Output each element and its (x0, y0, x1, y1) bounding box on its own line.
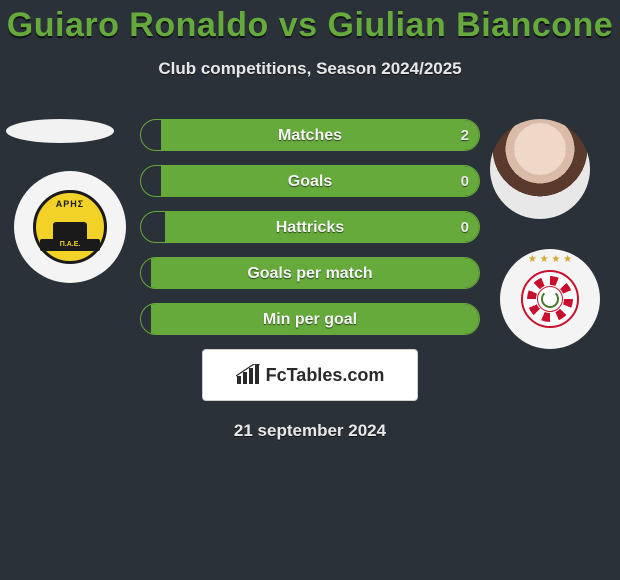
stat-row: Min per goal (140, 303, 480, 335)
club-right-wreath-icon (541, 290, 559, 308)
stat-row: Goals 0 (140, 165, 480, 197)
stat-label: Goals per match (141, 258, 479, 289)
stat-label: Hattricks (141, 212, 479, 243)
brand-text: FcTables.com (266, 365, 385, 386)
page-subtitle: Club competitions, Season 2024/2025 (0, 59, 620, 79)
stat-label: Matches (141, 120, 479, 151)
stat-row: Matches 2 (140, 119, 480, 151)
comparison-area: ΑΡΗΣ Π.Α.Ε. ★ ★ ★ ★ Matches 2 Goals (0, 119, 620, 441)
footer-date: 21 september 2024 (0, 421, 620, 441)
page-title: Guiaro Ronaldo vs Giulian Biancone (0, 0, 620, 45)
club-right-stars-icon: ★ ★ ★ ★ (528, 254, 572, 265)
club-right-shield-icon (521, 270, 579, 328)
player-right-club-badge: ★ ★ ★ ★ (500, 249, 600, 349)
stat-value-right: 2 (461, 120, 469, 151)
stat-value-right: 0 (461, 166, 469, 197)
stat-row: Goals per match (140, 257, 480, 289)
stat-row: Hattricks 0 (140, 211, 480, 243)
club-left-band-text: Π.Α.Ε. (40, 239, 100, 251)
bar-chart-icon (236, 364, 260, 386)
brand-box: FcTables.com (202, 349, 418, 401)
player-left-avatar-placeholder (6, 119, 114, 143)
player-left-club-badge: ΑΡΗΣ Π.Α.Ε. (14, 171, 126, 283)
stat-label: Min per goal (141, 304, 479, 335)
stats-bars: Matches 2 Goals 0 Hattricks 0 Goals per … (140, 119, 480, 335)
stat-label: Goals (141, 166, 479, 197)
stat-value-right: 0 (461, 212, 469, 243)
club-left-top-text: ΑΡΗΣ (56, 199, 84, 209)
player-right-avatar (490, 119, 590, 219)
